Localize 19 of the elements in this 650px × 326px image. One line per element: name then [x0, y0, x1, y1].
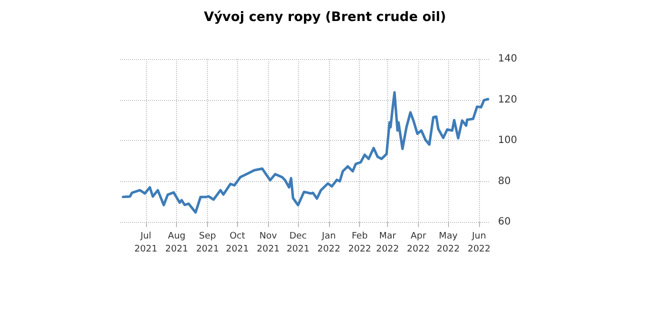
y-tick-label: 100 [498, 135, 518, 146]
x-tick-label: Apr 2022 [406, 232, 430, 254]
y-tick-label: 60 [498, 216, 511, 228]
x-tick-label: Sep 2021 [196, 232, 219, 254]
x-tick-label: Nov 2021 [256, 232, 280, 254]
x-tick-label: Aug 2021 [165, 232, 188, 254]
x-tick-label: Jul 2021 [134, 232, 158, 254]
y-tick-label: 140 [498, 54, 518, 64]
x-tick-label: Jan 2022 [317, 232, 340, 254]
y-tick-label: 120 [498, 94, 518, 106]
line-series [122, 91, 490, 214]
x-tick-label: Feb 2022 [348, 232, 372, 254]
x-tick-label: May 2022 [436, 232, 460, 254]
chart-title: Vývoj ceny ropy (Brent crude oil) [204, 10, 446, 25]
x-tick-label: Oct 2021 [226, 232, 249, 254]
x-tick-label: Mar 2022 [376, 232, 400, 254]
x-tick-label: Jun 2022 [468, 232, 491, 254]
y-tick-label: 80 [498, 176, 511, 187]
x-tick-label: Dec 2021 [286, 232, 310, 254]
